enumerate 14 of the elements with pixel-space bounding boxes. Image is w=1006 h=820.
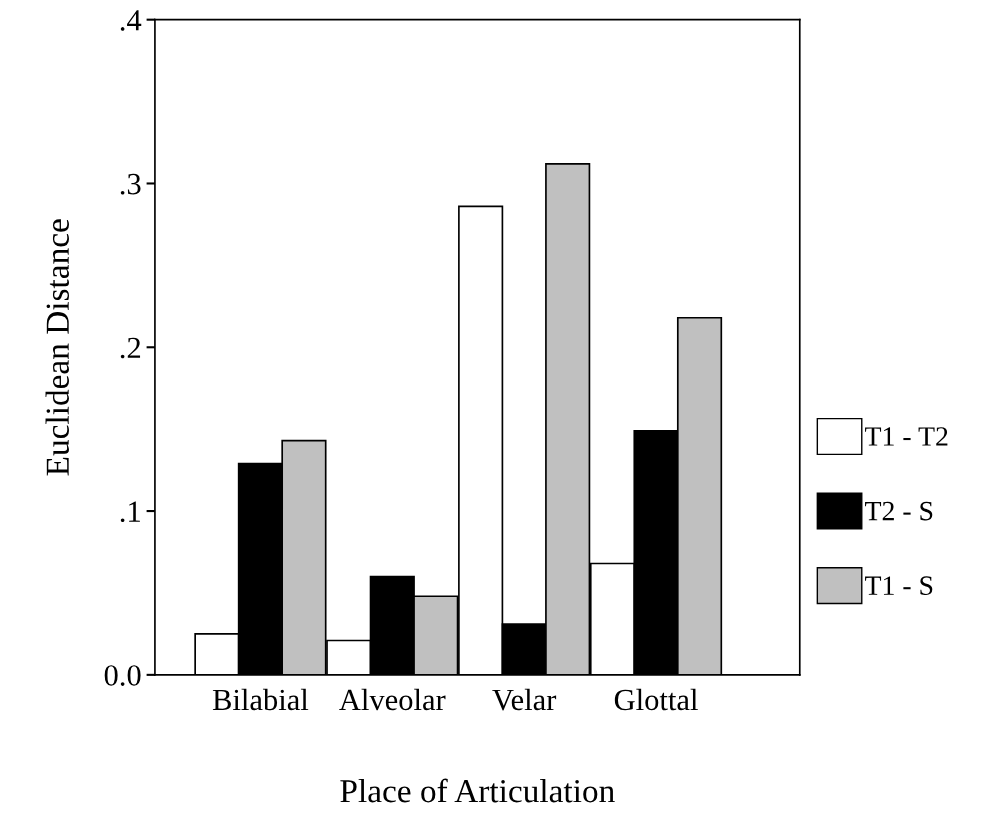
legend-label: T1 - S bbox=[865, 576, 933, 596]
y-tick-label: 0.0 bbox=[104, 665, 141, 686]
legend-label: T1 - T2 bbox=[865, 427, 948, 446]
y-tick-label: .2 bbox=[120, 337, 141, 359]
y-tick-label: .4 bbox=[120, 10, 142, 31]
x-tick-label: Alveolar bbox=[339, 688, 446, 711]
legend-label: T2 - S bbox=[865, 501, 933, 521]
x-tick-label: Bilabial bbox=[212, 688, 309, 711]
y-tick-label: .1 bbox=[120, 501, 140, 523]
x-tick-label: Glottal bbox=[614, 688, 698, 711]
y-tick-label: .3 bbox=[120, 173, 141, 195]
x-tick-label: Velar bbox=[492, 688, 557, 711]
y-axis-title: Euclidean Distance bbox=[45, 219, 69, 476]
x-axis-title: Place of Articulation bbox=[340, 778, 615, 803]
